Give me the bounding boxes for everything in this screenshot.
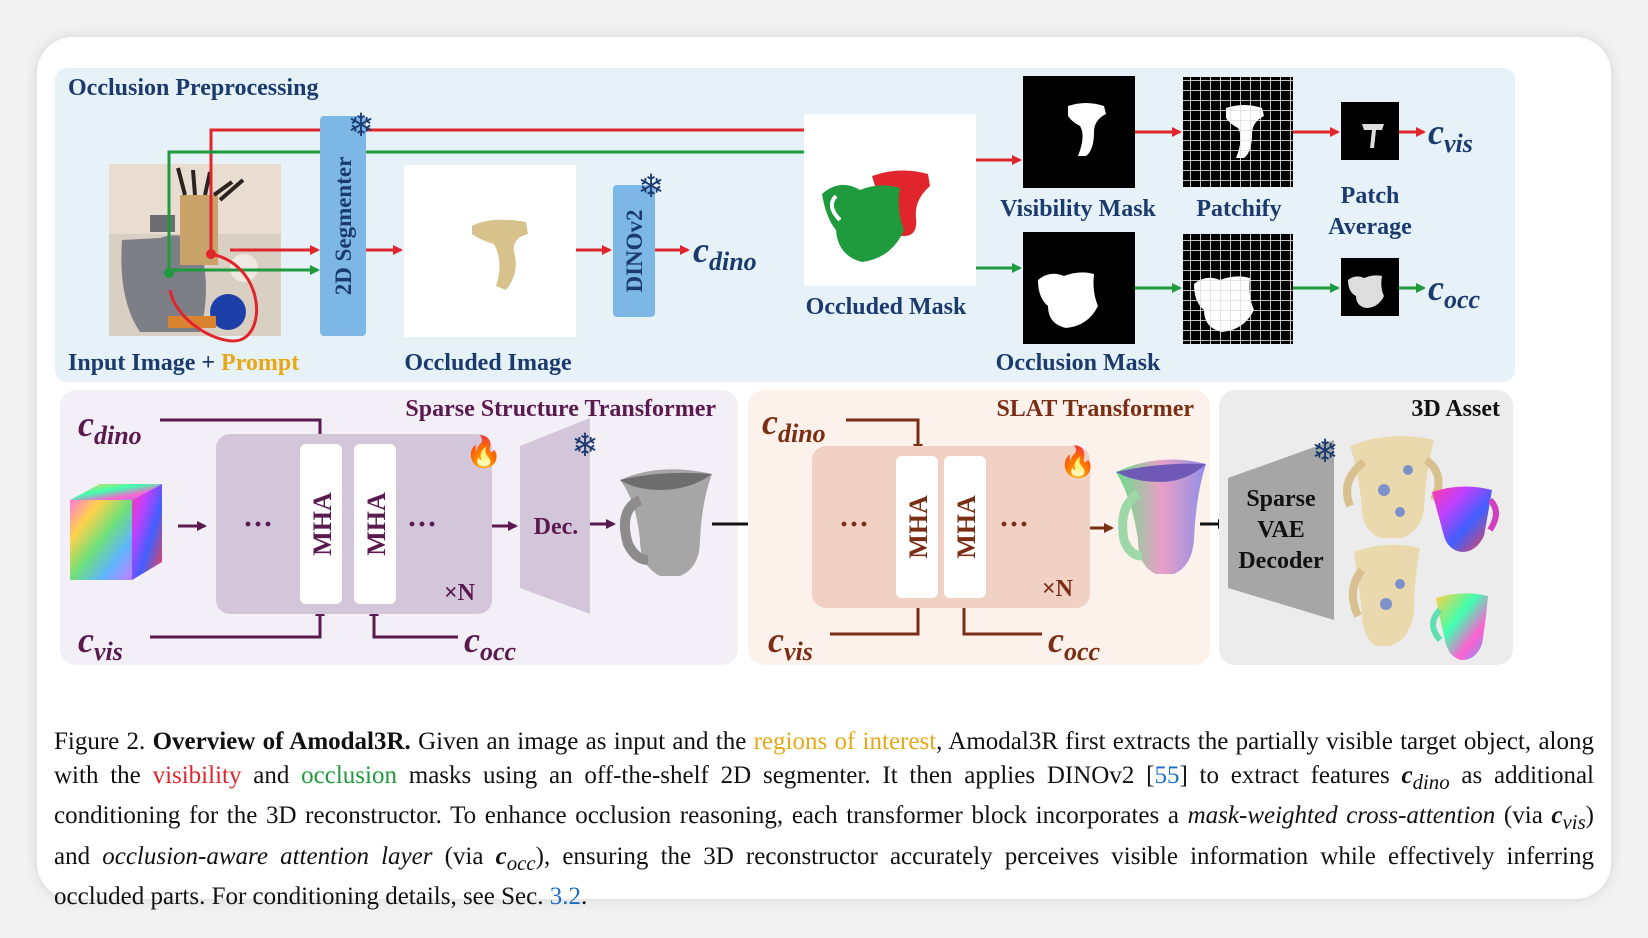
visibility-mask-label: Visibility Mask <box>1000 196 1156 222</box>
slat-transformer-title: SLAT Transformer <box>996 396 1194 422</box>
slat-mha-1 <box>896 456 938 598</box>
patch-average-label-1: Patch <box>1341 183 1400 209</box>
sst-mha-2 <box>354 444 396 604</box>
sst-dots-left: ··· <box>243 508 273 541</box>
asset-cup-normal-1 <box>1432 486 1499 552</box>
fire-icon: 🔥 <box>465 434 502 469</box>
fire-icon: 🔥 <box>1059 444 1096 479</box>
citation-link-55[interactable]: 55 <box>1154 761 1180 789</box>
3d-asset-title: 3D Asset <box>1411 396 1500 422</box>
c-occ-output: cocc <box>1428 268 1481 314</box>
dinov2-label: DINOv2 <box>622 209 647 292</box>
snowflake-icon: ❄ <box>348 107 375 143</box>
sparse-vae-decoder-block <box>1228 440 1334 620</box>
occluded-image <box>404 165 576 337</box>
2d-segmenter-block <box>320 116 366 336</box>
c-vis-output: cvis <box>1428 112 1473 158</box>
caption-occlusion: occlusion <box>301 761 397 789</box>
vae-label-2: VAE <box>1257 517 1305 543</box>
dec-block <box>520 418 590 614</box>
slat-cup <box>1116 459 1206 574</box>
sparse-structure-transformer-title: Sparse Structure Transformer <box>405 396 716 422</box>
c-occ-input: cocc <box>464 620 517 666</box>
caption-visibility: visibility <box>152 761 242 789</box>
svg-text:MHA: MHA <box>362 492 391 556</box>
snowflake-icon: ❄ <box>1312 433 1339 469</box>
sst-times-n: ×N <box>444 580 476 606</box>
svg-text:MHA: MHA <box>952 495 981 559</box>
c-vis-input: cvis <box>78 620 123 666</box>
occluded-object <box>472 219 528 290</box>
slat-c-dino-input: cdino <box>762 402 826 448</box>
patchify-label: Patchify <box>1196 196 1281 222</box>
figure-caption: Figure 2. Overview of Amodal3R. Given an… <box>54 728 1594 910</box>
visibility-patch-average <box>1341 102 1399 160</box>
svg-text:MHA: MHA <box>308 492 337 556</box>
occluded-image-label: Occluded Image <box>404 350 572 376</box>
dec-label: Dec. <box>534 514 579 540</box>
asset-cup-normal-2 <box>1430 593 1488 660</box>
sst-dots-right: ··· <box>407 508 437 541</box>
caption-roi: regions of interest <box>753 728 937 755</box>
slat-dots-left: ··· <box>839 508 869 541</box>
slat-dots-right: ··· <box>999 508 1029 541</box>
dinov2-block <box>613 185 655 317</box>
slat-c-occ-input: cocc <box>1048 620 1101 666</box>
slat-times-n: ×N <box>1042 576 1074 602</box>
2d-segmenter-label: 2D Segmenter <box>331 157 356 296</box>
input-image-label: Input Image + Prompt <box>68 350 299 376</box>
slat-c-vis-input: cvis <box>768 620 813 666</box>
sst-mha-1 <box>300 444 342 604</box>
noise-cube <box>70 484 162 580</box>
c-dino-output: cdino <box>693 230 757 276</box>
vae-label-3: Decoder <box>1238 548 1324 574</box>
coarse-geometry-cup <box>620 469 712 576</box>
visibility-mask <box>1023 76 1135 188</box>
section-link-3-2[interactable]: 3.2 <box>549 883 581 910</box>
patch-average-label-2: Average <box>1328 214 1412 240</box>
snowflake-icon: ❄ <box>638 168 665 204</box>
occlusion-mask-label: Occlusion Mask <box>996 350 1161 376</box>
asset-cup-textured-2 <box>1348 544 1420 646</box>
svg-text:MHA: MHA <box>904 495 933 559</box>
vae-label-1: Sparse <box>1246 486 1316 512</box>
slat-mha-2 <box>944 456 986 598</box>
occluded-mask-label: Occluded Mask <box>806 294 967 320</box>
c-dino-input: cdino <box>78 404 142 450</box>
occlusion-preprocessing-title: Occlusion Preprocessing <box>68 75 318 101</box>
snowflake-icon: ❄ <box>572 427 599 463</box>
